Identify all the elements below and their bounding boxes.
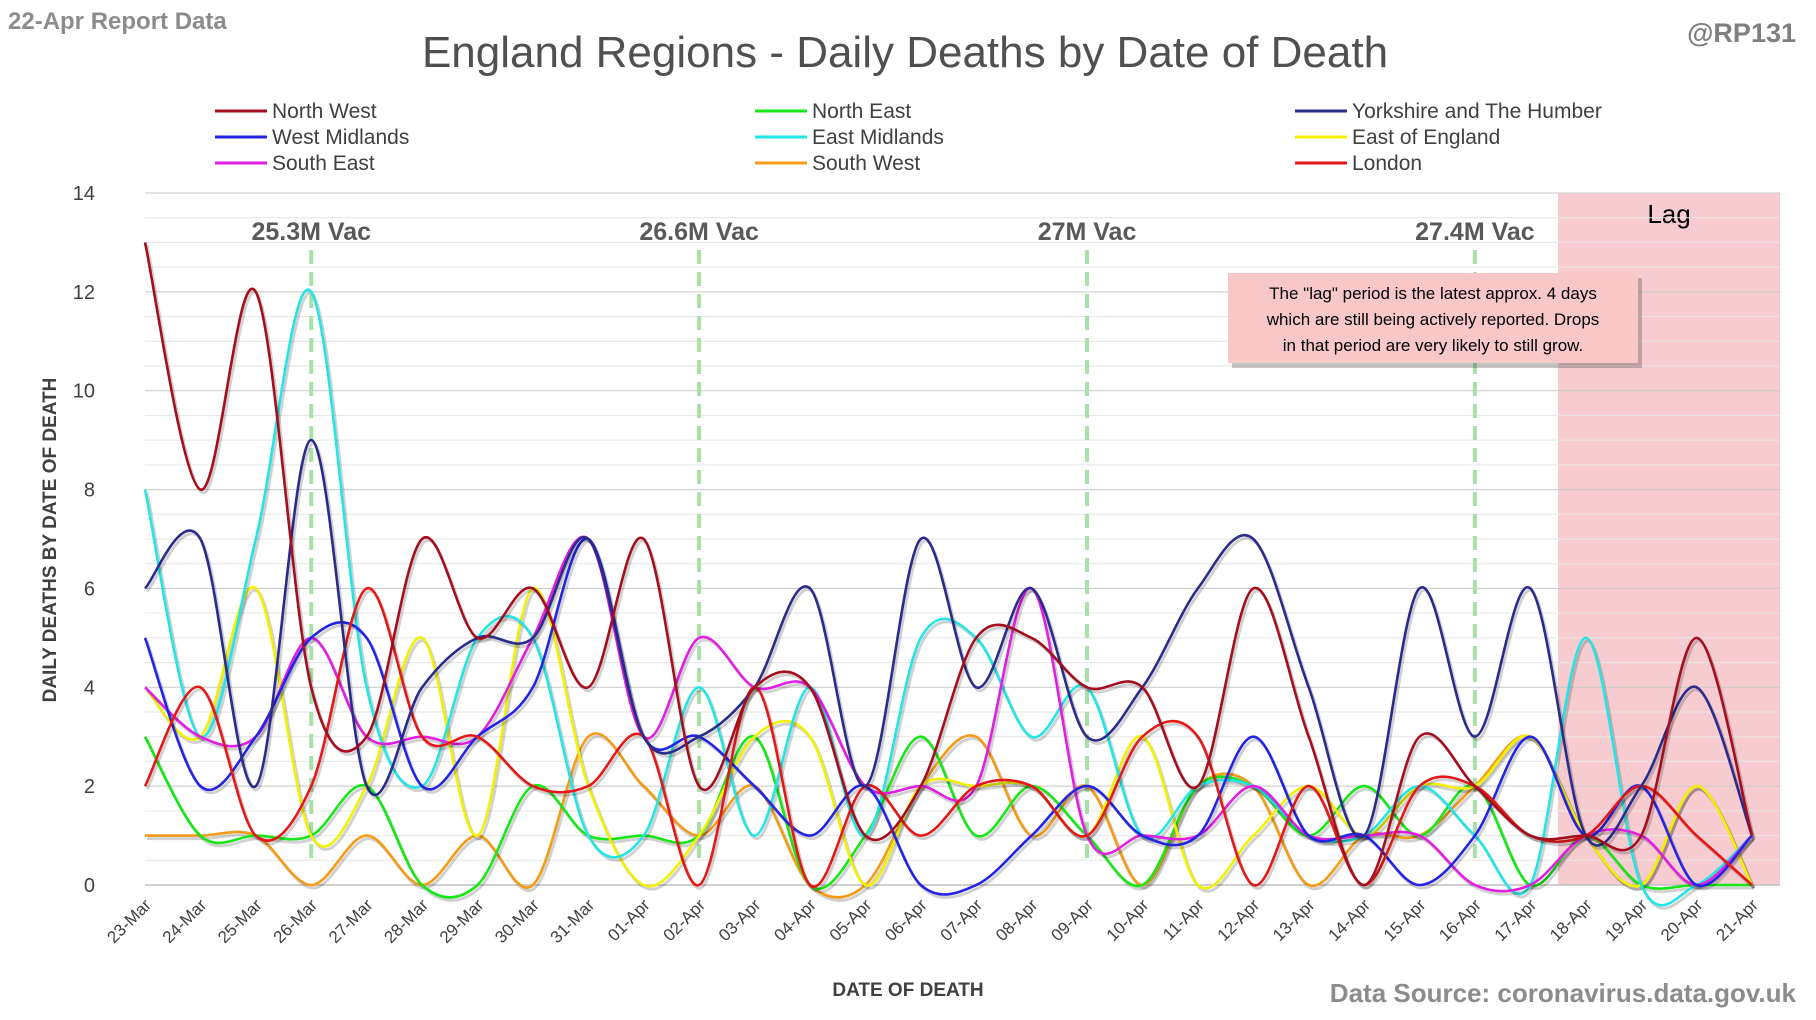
legend-label: North East [812,100,911,123]
y-tick-label: 6 [84,578,95,600]
y-tick-label: 14 [73,183,95,205]
vaccine-marker-label: 27.4M Vac [1415,218,1535,246]
series-line-north-west [143,242,1754,887]
x-tick-label: 09-Apr [1047,895,1097,945]
x-tick-label: 13-Apr [1269,895,1319,945]
x-tick-label: 14-Apr [1324,895,1374,945]
lag-note-box [1228,273,1638,363]
x-tick-label: 26-Mar [270,895,322,947]
x-tick-label: 25-Mar [214,895,266,947]
x-tick-label: 30-Mar [491,895,543,947]
x-tick-label: 04-Apr [770,895,820,945]
legend-label: West Midlands [272,126,409,149]
x-axis-label: DATE OF DEATH [832,980,983,1001]
x-tick-label: 01-Apr [604,895,654,945]
handle: @RP131 [1687,18,1796,48]
y-tick-label: 8 [84,480,95,502]
x-tick-label: 07-Apr [937,895,987,945]
legend-label: Yorkshire and The Humber [1352,100,1602,123]
x-tick-label: 06-Apr [881,895,931,945]
x-tick-label: 10-Apr [1103,895,1153,945]
x-tick-label: 08-Apr [992,895,1042,945]
x-tick-label: 27-Mar [325,895,377,947]
y-tick-label: 12 [73,282,95,304]
vaccine-marker-label: 25.3M Vac [251,218,371,246]
y-tick-label: 4 [84,677,95,699]
legend-label: London [1352,152,1422,175]
y-axis-label: DAILY DEATHS BY DATE OF DEATH [40,378,61,703]
x-tick-label: 24-Mar [159,895,211,947]
x-tick-label: 20-Apr [1657,895,1707,945]
legend-label: South East [272,152,375,175]
vaccine-marker-label: 26.6M Vac [639,218,759,246]
lag-note-line: in that period are very likely to still … [1283,336,1583,355]
x-tick-label: 29-Mar [436,895,488,947]
legend-label: East Midlands [812,126,944,149]
chart-title: England Regions - Daily Deaths by Date o… [421,28,1389,77]
series-line-yorkshire-and-the-humber [144,438,1754,847]
x-tick-label: 28-Mar [380,895,432,947]
legend-label: East of England [1352,126,1500,149]
x-tick-label: 02-Apr [660,895,710,945]
y-tick-label: 0 [84,875,95,897]
data-source: Data Source: coronavirus.data.gov.uk [1329,978,1796,1008]
series-line-london [143,587,1753,889]
x-tick-label: 21-Apr [1712,895,1762,945]
x-tick-label: 23-Mar [103,895,155,947]
x-tick-label: 16-Apr [1435,895,1485,945]
lag-label: Lag [1647,199,1690,229]
lag-note-line: The "lag" period is the latest approx. 4… [1269,284,1597,303]
legend-label: South West [812,152,920,175]
x-tick-label: 05-Apr [826,895,876,945]
report-date: 22-Apr Report Data [8,8,227,35]
y-tick-label: 2 [84,776,95,798]
x-tick-label: 31-Mar [547,895,599,947]
lag-note-line: which are still being actively reported.… [1266,310,1600,329]
x-tick-label: 15-Apr [1380,895,1430,945]
vaccine-marker-label: 27M Vac [1038,218,1137,246]
x-tick-label: 03-Apr [715,895,765,945]
series-shadow [145,588,1756,893]
x-tick-label: 18-Apr [1546,895,1596,945]
x-tick-label: 12-Apr [1214,895,1264,945]
series-line-south-west [144,732,1754,899]
x-tick-label: 17-Apr [1491,895,1541,945]
x-tick-label: 11-Apr [1159,895,1208,944]
series-line-east-of-england [144,585,1754,890]
x-tick-label: 19-Apr [1602,895,1652,945]
y-tick-label: 10 [73,381,95,403]
legend-label: North West [272,100,377,123]
